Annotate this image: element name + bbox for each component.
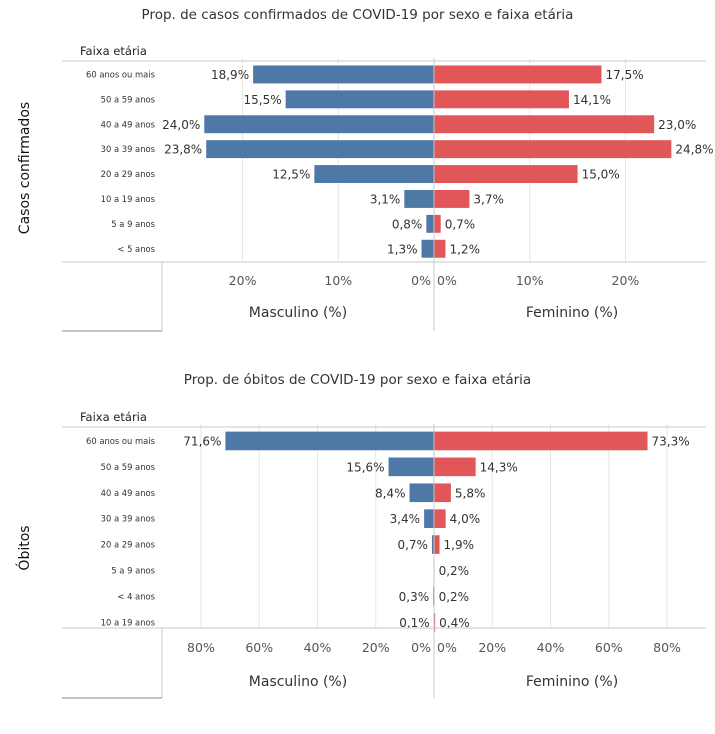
- chart2-age-label: < 4 anos: [117, 591, 155, 601]
- chart1-female-bar: [434, 140, 672, 159]
- chart2-male-axis-title: Masculino (%): [249, 674, 347, 690]
- chart2-age-label: 50 a 59 anos: [101, 462, 155, 472]
- chart1-male-bar: [204, 115, 434, 134]
- chart2-male-value-label: 71,6%: [183, 434, 221, 448]
- chart2-female-value-label: 0,2%: [439, 564, 470, 578]
- chart1-male-bar: [314, 165, 434, 184]
- chart2-age-label: 40 a 49 anos: [101, 488, 155, 498]
- chart2-age-label: 5 a 9 anos: [111, 565, 155, 575]
- chart2-female-value-label: 0,4%: [439, 616, 470, 630]
- chart2-age-label: 20 a 29 anos: [101, 540, 155, 550]
- chart1-female-axis-title: Feminino (%): [526, 305, 618, 321]
- chart2-male-value-label: 0,3%: [399, 590, 430, 604]
- chart1-tick-label: 10%: [324, 273, 352, 288]
- chart2-male-value-label: 0,1%: [399, 616, 430, 630]
- chart1-female-value-label: 1,2%: [449, 242, 480, 256]
- chart1-male-value-label: 12,5%: [272, 168, 310, 182]
- chart2-female-value-label: 14,3%: [480, 460, 518, 474]
- chart2-tick-label: 20%: [362, 640, 390, 655]
- chart2-female-value-label: 4,0%: [450, 512, 481, 526]
- chart1-male-value-label: 15,5%: [244, 93, 282, 107]
- chart2-female-bar: [434, 457, 476, 477]
- chart2-female-value-label: 1,9%: [444, 538, 475, 552]
- chart2-female-bar: [434, 483, 451, 503]
- chart1-female-bar: [434, 214, 441, 233]
- chart1-male-value-label: 23,8%: [164, 143, 202, 157]
- chart2-female-bar: [434, 612, 436, 632]
- chart2-title: Prop. de óbitos de COVID-19 por sexo e f…: [183, 372, 532, 388]
- chart2-female-value-label: 73,3%: [652, 434, 690, 448]
- chart1-age-label: 20 a 29 anos: [101, 169, 155, 179]
- chart1-female-value-label: 23,0%: [658, 118, 696, 132]
- chart1-female-bar: [434, 189, 470, 208]
- chart1-male-bar: [206, 140, 434, 159]
- chart2-tick-label: 40%: [304, 640, 332, 655]
- chart2-male-value-label: 3,4%: [390, 512, 421, 526]
- chart2-male-bar: [225, 431, 434, 451]
- chart1-female-value-label: 0,7%: [445, 217, 476, 231]
- chart1-male-bar: [253, 65, 434, 84]
- chart1-male-value-label: 1,3%: [387, 242, 418, 256]
- chart2-tick-label: 0%: [437, 640, 457, 655]
- chart1-age-label: 60 anos ou mais: [86, 69, 155, 79]
- chart1-female-bar: [434, 165, 578, 184]
- chart2-male-bar: [424, 509, 434, 528]
- chart1-male-value-label: 24,0%: [162, 118, 200, 132]
- chart2-tick-label: 0%: [411, 640, 431, 655]
- chart2-female-value-label: 0,2%: [439, 590, 470, 604]
- chart1-female-bar: [434, 90, 569, 109]
- chart1-title: Prop. de casos confirmados de COVID-19 p…: [141, 7, 574, 23]
- chart2-female-axis-title: Feminino (%): [526, 674, 618, 690]
- chart1-male-bar: [285, 90, 434, 109]
- chart2-category-header: Faixa etária: [80, 410, 147, 424]
- chart1-tick-label: 20%: [612, 273, 640, 288]
- chart2-male-bar: [388, 457, 434, 477]
- chart2-male-value-label: 15,6%: [346, 460, 384, 474]
- chart2-female-bar: [434, 431, 648, 451]
- chart2-tick-label: 60%: [245, 640, 273, 655]
- chart2-tick-label: 80%: [187, 640, 215, 655]
- chart1-female-bar: [434, 239, 446, 258]
- chart1-male-axis-title: Masculino (%): [249, 305, 347, 321]
- chart1-male-value-label: 18,9%: [211, 68, 249, 82]
- chart2-female-bar: [434, 509, 446, 528]
- chart2-female-value-label: 5,8%: [455, 486, 486, 500]
- chart1-female-value-label: 17,5%: [606, 68, 644, 82]
- chart2-age-label: 30 a 39 anos: [101, 514, 155, 524]
- chart1-female-value-label: 3,7%: [473, 192, 504, 206]
- chart2-male-bar: [431, 535, 434, 554]
- chart1-category-header: Faixa etária: [80, 44, 147, 58]
- chart1-female-bar: [434, 115, 655, 134]
- chart2-age-label: 10 a 19 anos: [101, 617, 155, 627]
- chart1-tick-label: 0%: [437, 273, 457, 288]
- chart1-female-value-label: 14,1%: [573, 93, 611, 107]
- chart1-age-label: < 5 anos: [117, 244, 155, 254]
- chart2-female-bar: [434, 535, 440, 554]
- chart1-age-label: 10 a 19 anos: [101, 194, 155, 204]
- chart1-female-bar: [434, 65, 602, 84]
- chart2-age-label: 60 anos ou mais: [86, 436, 155, 446]
- chart1-female-value-label: 24,8%: [675, 143, 713, 157]
- chart1-age-label: 40 a 49 anos: [101, 119, 155, 129]
- chart2-male-bar: [409, 483, 434, 503]
- chart2-tick-label: 40%: [537, 640, 565, 655]
- chart1-tick-label: 0%: [411, 273, 431, 288]
- chart1-tick-label: 10%: [516, 273, 544, 288]
- chart1-age-label: 30 a 39 anos: [101, 144, 155, 154]
- chart1-male-bar: [426, 214, 434, 233]
- chart1-age-label: 5 a 9 anos: [111, 219, 155, 229]
- chart2-tick-label: 60%: [595, 640, 623, 655]
- chart2-male-value-label: 8,4%: [375, 486, 406, 500]
- chart1-male-value-label: 0,8%: [392, 217, 423, 231]
- chart1-male-value-label: 3,1%: [370, 192, 401, 206]
- chart1-age-label: 50 a 59 anos: [101, 94, 155, 104]
- chart1-female-value-label: 15,0%: [582, 168, 620, 182]
- chart2-tick-label: 20%: [478, 640, 506, 655]
- chart2-tick-label: 80%: [653, 640, 681, 655]
- chart1-male-bar: [421, 239, 434, 258]
- chart2-male-value-label: 0,7%: [397, 538, 428, 552]
- chart1-male-bar: [404, 189, 434, 208]
- chart1-tick-label: 20%: [229, 273, 257, 288]
